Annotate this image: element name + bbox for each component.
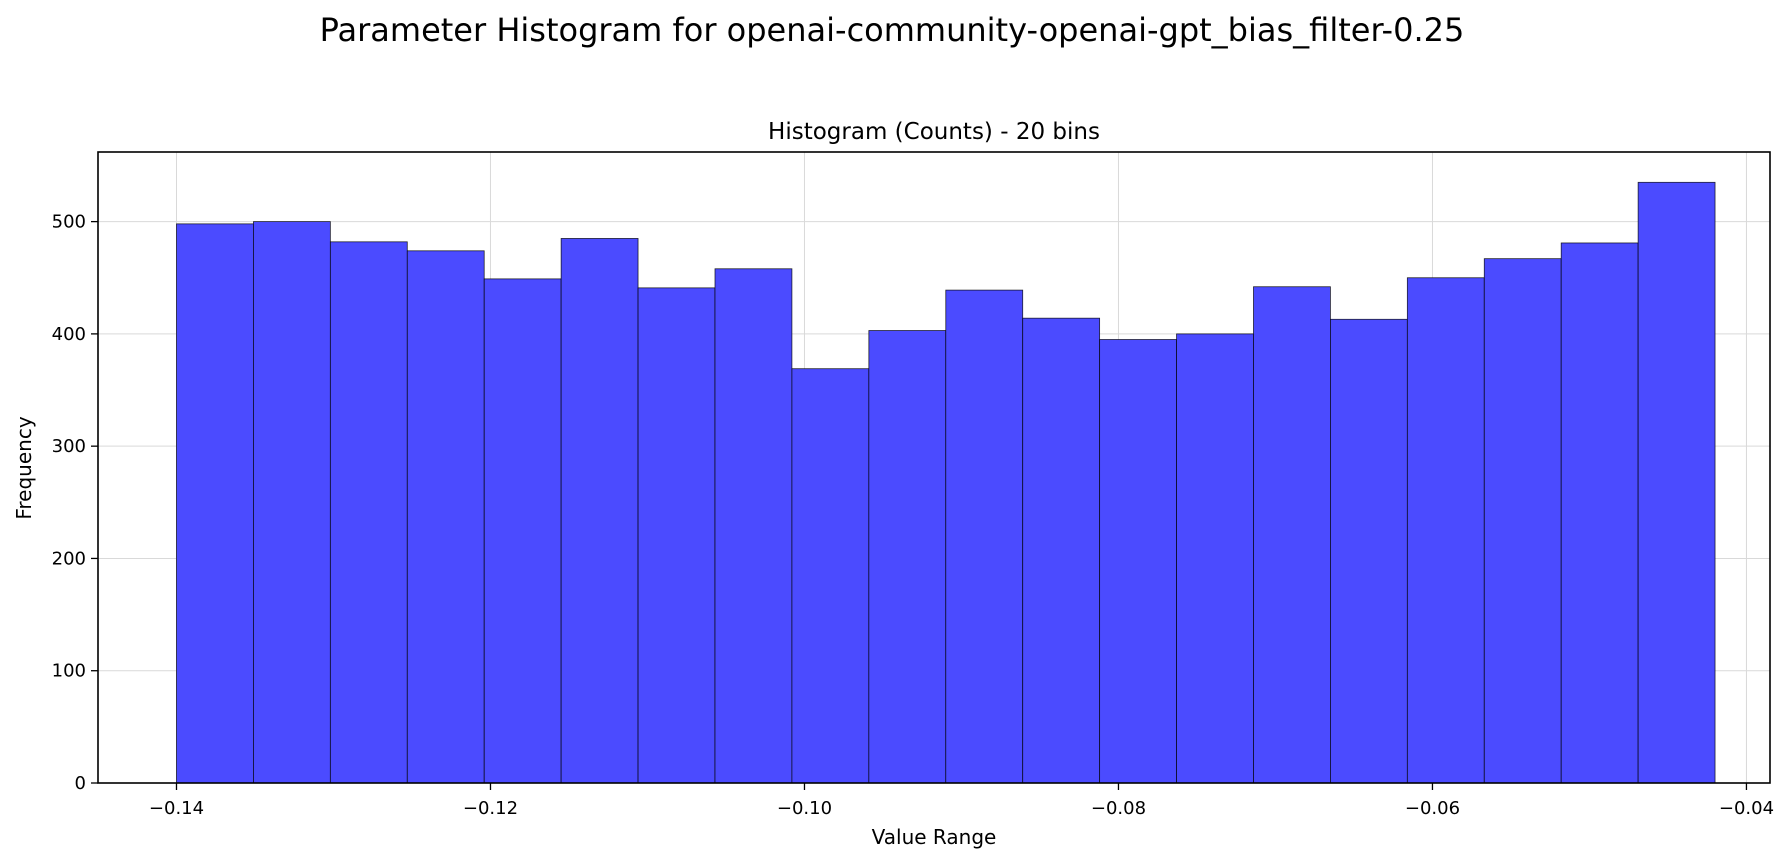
chart-title: Histogram (Counts) - 20 bins	[768, 119, 1100, 145]
histogram-bar	[483, 278, 562, 784]
histogram-bar	[253, 221, 331, 784]
histogram-bar	[1406, 277, 1485, 784]
histogram-bar	[1022, 317, 1101, 784]
y-tick-label: 400	[52, 324, 86, 345]
histogram-bar	[945, 289, 1024, 784]
y-tick-label: 200	[52, 548, 86, 569]
y-axis-label: Frequency	[12, 416, 36, 519]
x-tick-label: −0.06	[1405, 798, 1460, 819]
histogram-bar	[1483, 258, 1562, 784]
histogram-bar	[637, 287, 716, 784]
bars	[176, 181, 1716, 784]
histogram-bar	[406, 250, 485, 784]
histogram-bar	[1637, 181, 1716, 784]
y-ticks: 0 100 200 300 400 500	[52, 212, 98, 794]
y-tick-label: 100	[52, 661, 86, 682]
y-tick-label: 500	[52, 212, 86, 233]
x-tick-label: −0.04	[1719, 798, 1774, 819]
histogram-bar	[868, 330, 947, 784]
y-tick-label: 0	[75, 773, 86, 794]
histogram-bar	[1176, 333, 1254, 784]
histogram-bar	[329, 241, 408, 784]
plot-frame	[97, 151, 1771, 784]
histogram-bar	[1330, 318, 1408, 784]
histogram-bar	[1560, 242, 1639, 784]
histogram-bar	[560, 238, 639, 784]
histogram-bar	[1253, 286, 1331, 784]
histogram-bar	[714, 268, 793, 784]
x-tick-label: −0.14	[149, 798, 204, 819]
histogram-bar	[791, 368, 870, 784]
x-axis-label: Value Range	[872, 825, 997, 849]
x-tick-label: −0.12	[463, 798, 518, 819]
x-ticks: −0.14 −0.12 −0.10 −0.08 −0.06 −0.04	[149, 783, 1774, 819]
histogram-bar	[1099, 339, 1177, 784]
x-tick-label: −0.08	[1091, 798, 1146, 819]
y-tick-label: 300	[52, 436, 86, 457]
histogram-bar	[176, 223, 254, 784]
x-tick-label: −0.10	[777, 798, 832, 819]
figure-title: Parameter Histogram for openai-community…	[319, 11, 1465, 49]
